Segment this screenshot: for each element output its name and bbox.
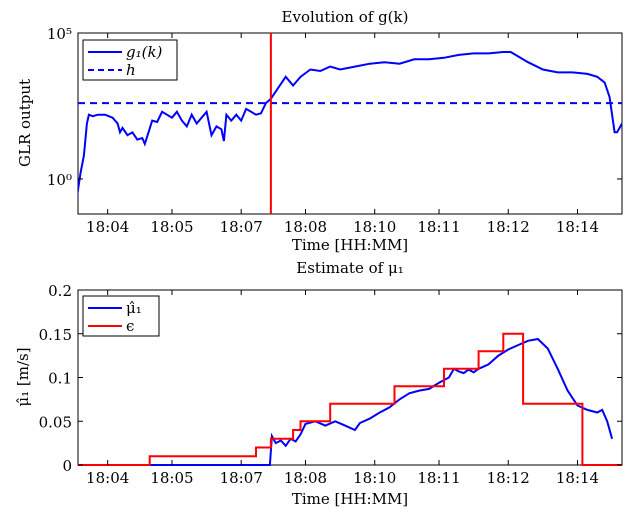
mu-x-tick-label: 18:04 <box>86 469 129 487</box>
mu-y-tick-label: 0.1 <box>48 370 72 388</box>
glr-panel: Evolution of g(k) 18:04 18:05 18:07 18:08 18… <box>16 8 623 254</box>
glr-legend: g₁(k) h <box>82 39 178 81</box>
mu-series-epsilon <box>78 332 622 466</box>
mu-legend-box <box>82 295 160 337</box>
glr-x-tick-label: 18:12 <box>487 218 530 236</box>
glr-y-axis-label: GLR output <box>16 79 34 167</box>
mu-x-tick-label: 18:11 <box>417 469 460 487</box>
glr-x-tick-label: 18:10 <box>353 218 396 236</box>
mu-y-tick-label: 0.2 <box>48 282 72 300</box>
mu-plot-frame <box>77 289 623 466</box>
glr-x-tick-label: 18:11 <box>417 218 460 236</box>
mu-y-tick-label: 0 <box>62 457 72 475</box>
mu-x-axis-label: Time [HH:MM] <box>292 490 408 508</box>
glr-x-tick-label: 18:14 <box>556 218 599 236</box>
glr-chart-title: Evolution of g(k) <box>282 8 409 26</box>
mu-chart-title: Estimate of μ₁ <box>296 259 403 277</box>
mu-x-tick-label: 18:07 <box>220 469 263 487</box>
glr-x-ticks: 18:04 18:05 18:07 18:08 18:10 18:11 18:12 18:14 <box>86 33 599 236</box>
mu-y-tick-label: 0.05 <box>39 413 72 431</box>
mu-x-tick-label: 18:14 <box>556 469 599 487</box>
mu-y-tick-label: 0.15 <box>39 326 72 344</box>
glr-y-tick-label: 10⁵ <box>47 25 72 43</box>
glr-y-tick-label: 10⁰ <box>47 171 72 189</box>
glr-x-axis-label: Time [HH:MM] <box>292 236 408 254</box>
mu-x-tick-label: 18:08 <box>284 469 327 487</box>
glr-x-tick-label: 18:04 <box>86 218 129 236</box>
mu-y-axis-label: μ̂₁ [m/s] <box>14 347 32 406</box>
mu-legend-label-epsilon: ϵ <box>126 317 134 335</box>
mu-panel: Estimate of μ₁ 18:04 18:05 18:07 18:08 18:10… <box>14 259 623 508</box>
mu-y-ticks: 0 0.05 0.1 0.15 0.2 <box>39 282 622 475</box>
glr-legend-box <box>82 39 178 81</box>
glr-series-g1 <box>78 51 622 197</box>
glr-y-ticks: 10⁰ 10⁵ <box>47 25 622 189</box>
glr-x-tick-label: 18:07 <box>220 218 263 236</box>
glr-legend-label-g1: g₁(k) <box>126 43 163 61</box>
glr-plot-area <box>78 33 622 214</box>
mu-x-tick-label: 18:12 <box>487 469 530 487</box>
mu-plot-area <box>78 332 622 466</box>
glr-x-tick-label: 18:05 <box>150 218 193 236</box>
mu-series-estimate <box>78 337 614 466</box>
glr-legend-label-h: h <box>126 61 136 79</box>
mu-x-tick-label: 18:10 <box>353 469 396 487</box>
mu-legend-label-estimate: μ̂₁ <box>126 299 142 317</box>
mu-x-tick-label: 18:05 <box>150 469 193 487</box>
mu-x-ticks: 18:04 18:05 18:07 18:08 18:10 18:11 18:12 18:14 <box>86 290 599 487</box>
mu-legend: μ̂₁ ϵ <box>82 295 160 337</box>
glr-x-tick-label: 18:08 <box>284 218 327 236</box>
